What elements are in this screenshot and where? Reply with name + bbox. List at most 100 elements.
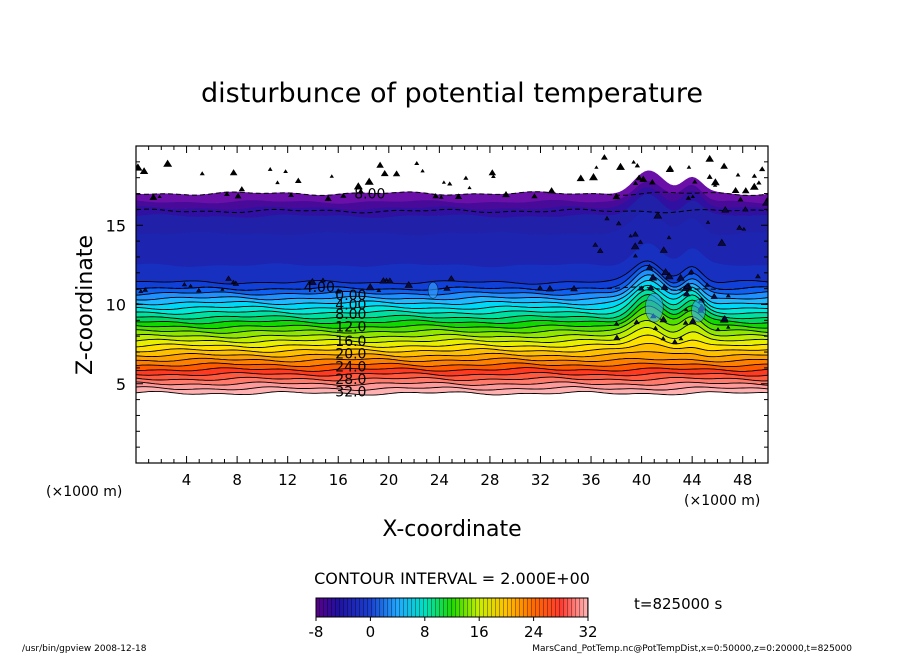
contour-line	[136, 289, 768, 315]
disturbance-cell	[384, 277, 389, 282]
disturbance-cell	[324, 195, 332, 201]
disturbance-cell	[592, 242, 599, 247]
disturbance-cell	[308, 278, 317, 285]
disturbance-cell	[749, 182, 759, 190]
disturbance-cell	[365, 283, 375, 291]
disturbance-cell	[447, 181, 453, 186]
plot-area: 8.004.00 0.004.008.0012.016.020.024.028.0…	[106, 145, 769, 489]
colorbar-stripes	[316, 598, 588, 617]
disturbance-cell	[762, 198, 768, 206]
contour-line	[136, 386, 768, 391]
x-tick-label: 8	[232, 471, 242, 489]
disturbance-cell	[647, 284, 655, 291]
disturbance-cell	[142, 287, 149, 292]
disturbance-cell	[275, 180, 280, 185]
disturbance-cell	[736, 224, 743, 230]
contour-line	[136, 362, 768, 368]
disturbance-cell	[705, 220, 711, 224]
colorbar-tick-label: 0	[366, 623, 376, 641]
disturbance-cell	[660, 336, 666, 341]
disturbance-cell	[404, 281, 413, 288]
disturbance-cell	[726, 325, 731, 329]
x-tick-label: 40	[632, 471, 651, 489]
contour-line	[136, 381, 768, 387]
disturbance-cell	[288, 192, 294, 197]
disturbance-cell	[735, 172, 741, 177]
disturbance-cell	[447, 275, 456, 282]
disturbance-cell	[357, 188, 364, 193]
disturbance-cell	[710, 293, 718, 299]
disturbance-cell	[637, 239, 644, 244]
disturbance-cell	[531, 193, 538, 199]
disturbance-cell	[376, 288, 382, 292]
disturbance-cell	[751, 173, 758, 178]
disturbance-cell	[692, 179, 698, 184]
disturbance-cell	[666, 235, 672, 240]
disturbance-cell	[157, 194, 162, 198]
contour-interval-label: CONTOUR INTERVAL = 2.000E+00	[314, 569, 590, 588]
contour-line	[136, 351, 768, 358]
disturbance-cell	[685, 195, 692, 200]
disturbance-cell	[632, 180, 639, 185]
x-tick-label: 44	[683, 471, 702, 489]
disturbance-cell	[491, 174, 496, 178]
disturbance-cell	[721, 206, 730, 213]
disturbance-cell	[392, 170, 401, 177]
contour-labels: 8.004.00 0.004.008.0012.016.020.024.028.0…	[304, 187, 386, 401]
colorbar-tick-label: 32	[578, 623, 597, 641]
contour-label: 32.0	[335, 385, 366, 401]
disturbance-cell	[570, 285, 578, 292]
disturbance-cell	[188, 283, 193, 288]
disturbance-cell	[659, 246, 668, 253]
contour-line	[136, 269, 768, 296]
disturbance-cell	[686, 165, 692, 169]
disturbance-swirl	[691, 299, 706, 323]
disturbance-cell	[631, 159, 636, 164]
disturbance-cell	[545, 285, 554, 292]
disturbance-cell	[225, 275, 232, 281]
disturbance-cell	[759, 166, 766, 172]
disturbance-cell	[420, 168, 425, 173]
contour-label: 4.00	[335, 298, 366, 314]
disturbance-cell	[648, 179, 656, 185]
disturbance-cell	[635, 174, 643, 181]
y-tick-label: 5	[116, 375, 126, 394]
disturbance-cell	[196, 287, 202, 293]
contour-line	[136, 371, 768, 377]
disturbance-cell	[340, 192, 347, 198]
disturbance-cell	[664, 272, 674, 280]
disturbance-cell	[267, 167, 273, 171]
contour-label: 20.0	[335, 347, 366, 363]
disturbance-cell	[632, 253, 638, 258]
y-axis-label: Z-coordinate	[73, 235, 98, 375]
disturbance-cell	[715, 327, 721, 332]
disturbance-cell	[731, 186, 740, 193]
disturbance-cell	[283, 169, 288, 173]
disturbance-cell	[737, 196, 744, 202]
contour-line-dashed	[136, 286, 768, 291]
disturbance-cell	[741, 187, 750, 194]
disturbance-cell	[443, 284, 451, 291]
disturbance-cell	[364, 177, 374, 185]
disturbance-cell	[612, 193, 621, 200]
disturbance-cell	[652, 325, 659, 330]
disturbance-cell	[632, 231, 639, 237]
y-tick-label: 15	[106, 216, 126, 235]
colorbar-tick-label: -8	[309, 623, 324, 641]
disturbance-cell	[616, 162, 625, 170]
colorbar-tick-label: 8	[420, 623, 430, 641]
time-label: t=825000 s	[634, 595, 722, 613]
disturbance-cell	[634, 163, 641, 168]
x-tick-label: 36	[581, 471, 600, 489]
x-tick-label: 4	[182, 471, 192, 489]
colorbar-tick-label: 24	[524, 623, 543, 641]
x-tick-label: 24	[430, 471, 449, 489]
x-axis-ticks: 4 8 12 16 20 24 28 32 36 40 44 48	[148, 146, 769, 489]
contour-line-dashed	[136, 191, 768, 196]
disturbance-cell	[676, 273, 685, 281]
disturbance-cell	[576, 174, 585, 182]
disturbance-cell	[136, 163, 143, 171]
disturbance-cell	[432, 193, 439, 199]
disturbance-cell	[648, 273, 658, 281]
disturbance-cell	[720, 162, 728, 169]
